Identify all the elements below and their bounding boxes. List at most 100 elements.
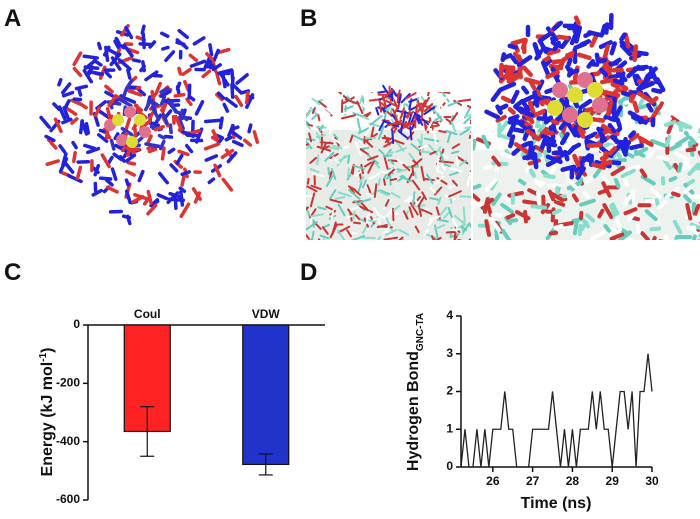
molecule-stick — [428, 215, 441, 221]
molecule-stick — [390, 192, 401, 199]
molecule-stick — [656, 244, 664, 253]
molecule-stick — [680, 247, 685, 248]
molecule-stick — [290, 207, 303, 208]
stick-group — [39, 24, 260, 226]
molecule-stick — [551, 208, 562, 216]
atom — [577, 112, 593, 128]
x-tick-label: 30 — [645, 474, 659, 488]
molecule-stick — [571, 260, 575, 273]
molecule-stick — [392, 284, 404, 285]
molecule-stick — [62, 106, 70, 120]
molecule-stick — [602, 44, 610, 60]
y-label-sub: GNC-TA — [415, 313, 426, 351]
molecule-stick — [161, 112, 169, 125]
molecule-stick — [551, 58, 566, 65]
molecule-stick — [358, 176, 365, 183]
molecule-stick — [286, 156, 287, 164]
molecule-stick — [383, 154, 389, 170]
molecule-stick — [584, 106, 595, 113]
molecule-stick — [401, 238, 405, 240]
molecule-stick — [139, 64, 146, 73]
molecule-stick — [219, 72, 230, 87]
molecule-stick — [318, 124, 324, 132]
molecule-stick — [568, 338, 572, 347]
molecule-stick — [559, 282, 561, 289]
molecule-stick — [492, 139, 501, 150]
panel-label: A — [4, 5, 21, 32]
molecule-stick — [317, 238, 321, 240]
molecule-stick — [628, 266, 633, 275]
molecule-stick — [619, 32, 627, 42]
molecule-stick — [510, 296, 515, 307]
molecule-stick — [487, 291, 490, 298]
molecule-stick — [674, 305, 685, 307]
molecule-stick — [71, 140, 78, 150]
molecule-stick — [333, 133, 339, 140]
molecule-stick — [362, 251, 375, 252]
molecule-stick — [169, 163, 179, 173]
molecule-stick — [530, 204, 548, 210]
molecule-stick — [437, 239, 441, 240]
molecule-stick — [449, 275, 454, 276]
molecule-stick — [433, 186, 443, 196]
molecule-stick — [646, 145, 658, 159]
molecule-stick — [274, 200, 276, 210]
molecule-stick — [309, 168, 320, 174]
molecule-stick — [415, 102, 423, 108]
molecule-stick — [306, 232, 307, 233]
molecule-stick — [75, 165, 83, 181]
molecule-stick — [321, 226, 329, 235]
molecule-stick — [57, 78, 63, 87]
molecule-stick — [329, 198, 343, 204]
molecule-stick — [301, 205, 303, 216]
molecule-stick — [393, 139, 405, 145]
molecule-stick — [454, 269, 463, 274]
molecule-stick — [430, 235, 435, 240]
molecule-stick — [473, 199, 481, 206]
molecule-stick — [370, 290, 381, 293]
molecule-stick — [294, 124, 303, 126]
molecule-stick — [348, 188, 361, 200]
molecule-stick — [86, 146, 101, 155]
molecule-stick — [381, 88, 394, 101]
molecule-stick — [416, 248, 417, 253]
molecule-stick — [325, 175, 334, 188]
molecule-stick — [629, 143, 644, 151]
molecule-stick — [147, 147, 158, 154]
molecule-stick — [163, 134, 174, 139]
molecule-stick — [104, 71, 113, 79]
molecule-stick — [331, 221, 337, 236]
molecule-stick — [306, 186, 307, 190]
molecule-stick — [183, 79, 191, 92]
molecule-stick — [620, 90, 631, 97]
molecule-stick — [290, 216, 297, 221]
molecule-stick — [301, 144, 302, 150]
stick-group — [368, 84, 436, 145]
molecule-stick — [306, 185, 318, 193]
molecule-stick — [507, 114, 520, 122]
molecule-stick — [553, 288, 560, 295]
molecule-stick — [584, 272, 590, 280]
molecule-stick — [447, 100, 460, 107]
molecule-stick — [188, 53, 199, 63]
molecule-stick — [498, 62, 504, 79]
molecule-stick — [590, 230, 607, 240]
molecule-stick — [548, 304, 560, 310]
molecule-stick — [361, 224, 369, 234]
molecule-stick — [216, 91, 226, 100]
molecule-stick — [462, 206, 466, 223]
molecule-stick — [531, 109, 546, 118]
molecule-stick — [640, 231, 650, 240]
molecule-stick — [153, 124, 165, 132]
molecule-stick — [181, 67, 192, 77]
y-tick-label: -400 — [56, 434, 80, 448]
molecule-stick — [603, 145, 614, 152]
molecule-stick — [396, 122, 411, 126]
molecule-stick — [561, 300, 565, 305]
y-tick-label: 1 — [446, 421, 453, 435]
molecule-stick — [556, 34, 570, 41]
molecule-stick — [436, 160, 440, 173]
molecule-stick — [481, 258, 487, 262]
molecule-stick — [605, 114, 616, 122]
molecule-stick — [185, 143, 194, 154]
